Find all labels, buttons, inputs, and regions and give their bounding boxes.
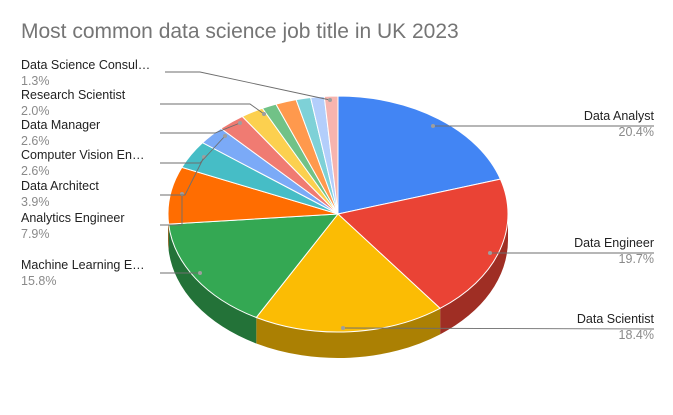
slice-pct-1: 19.7% bbox=[619, 252, 654, 266]
pie-side-3 bbox=[168, 224, 257, 344]
slice-label-4: Analytics Engineer bbox=[21, 211, 125, 225]
slice-label-3: Machine Learning E… bbox=[21, 258, 145, 272]
slice-pct-6: 2.6% bbox=[21, 164, 50, 178]
pie-labels: Data Analyst 20.4% Data Engineer 19.7% Data … bbox=[21, 58, 655, 342]
slice-pct-2: 18.4% bbox=[619, 328, 654, 342]
pie-slice-1[interactable] bbox=[336, 178, 509, 309]
leader-line-4 bbox=[160, 194, 183, 226]
pie-side-2 bbox=[256, 308, 441, 359]
leader-line-13 bbox=[165, 71, 331, 101]
leader-line-10 bbox=[160, 103, 265, 115]
leader-dot-7 bbox=[238, 121, 242, 125]
slice-pct-5: 3.9% bbox=[21, 195, 50, 209]
leader-dot-0 bbox=[431, 124, 435, 128]
pie-slice-13[interactable] bbox=[323, 95, 339, 215]
slice-pct-3: 15.8% bbox=[21, 274, 56, 288]
slice-pct-7: 2.6% bbox=[21, 134, 50, 148]
chart-title: Most common data science job title in UK… bbox=[21, 20, 459, 43]
slice-label-2: Data Scientist bbox=[577, 312, 655, 326]
slice-pct-13: 1.3% bbox=[21, 74, 50, 88]
pie-side-1 bbox=[440, 214, 508, 335]
slice-label-13: Data Science Consul… bbox=[21, 58, 150, 72]
leader-dot-1 bbox=[488, 251, 492, 255]
leader-dot-3 bbox=[198, 271, 202, 275]
leader-line-6 bbox=[160, 135, 226, 164]
slice-pct-4: 7.9% bbox=[21, 227, 50, 241]
pie-slice-3[interactable] bbox=[168, 213, 340, 319]
slice-pct-10: 2.0% bbox=[21, 104, 50, 118]
leader-line-7 bbox=[160, 122, 241, 134]
slice-label-5: Data Architect bbox=[21, 179, 99, 193]
slice-label-0: Data Analyst bbox=[584, 109, 655, 123]
slice-label-1: Data Engineer bbox=[574, 236, 654, 250]
leader-dot-6 bbox=[223, 134, 227, 138]
slice-label-10: Research Scientist bbox=[21, 88, 126, 102]
leader-line-2 bbox=[342, 327, 655, 330]
leader-line-5 bbox=[160, 156, 205, 196]
pie-slices bbox=[167, 95, 509, 333]
slice-pct-0: 20.4% bbox=[619, 125, 654, 139]
leader-dot-13 bbox=[328, 98, 332, 102]
leader-dot-2 bbox=[341, 326, 345, 330]
pie-slice-2[interactable] bbox=[255, 213, 441, 333]
leader-dot-10 bbox=[262, 112, 266, 116]
slice-label-7: Data Manager bbox=[21, 118, 100, 132]
slice-label-6: Computer Vision En… bbox=[21, 148, 144, 162]
pie-slice-0[interactable] bbox=[337, 95, 502, 215]
